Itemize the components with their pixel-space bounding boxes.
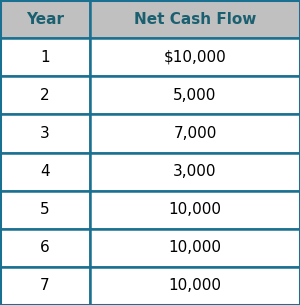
Bar: [0, 191, 90, 229]
Text: 2: 2: [40, 88, 50, 103]
Bar: [90, 267, 300, 305]
Bar: [90, 229, 300, 267]
Bar: [90, 152, 300, 191]
Text: 5,000: 5,000: [173, 88, 217, 103]
Bar: [0, 76, 90, 114]
Bar: [90, 191, 300, 229]
Bar: [90, 76, 300, 114]
Text: 4: 4: [40, 164, 50, 179]
Text: 10,000: 10,000: [169, 278, 221, 293]
Text: 7: 7: [40, 278, 50, 293]
Text: 10,000: 10,000: [169, 202, 221, 217]
Text: 5: 5: [40, 202, 50, 217]
Bar: [0, 0, 90, 38]
Bar: [0, 38, 90, 76]
Text: 3: 3: [40, 126, 50, 141]
Text: 7,000: 7,000: [173, 126, 217, 141]
Bar: [90, 114, 300, 152]
Bar: [90, 38, 300, 76]
Text: Net Cash Flow: Net Cash Flow: [134, 12, 256, 27]
Bar: [90, 0, 300, 38]
Text: 6: 6: [40, 240, 50, 255]
Bar: [0, 267, 90, 305]
Bar: [0, 114, 90, 152]
Bar: [0, 229, 90, 267]
Text: 3,000: 3,000: [173, 164, 217, 179]
Text: Year: Year: [26, 12, 64, 27]
Bar: [0, 152, 90, 191]
Text: 10,000: 10,000: [169, 240, 221, 255]
Text: 1: 1: [40, 50, 50, 65]
Text: $10,000: $10,000: [164, 50, 226, 65]
